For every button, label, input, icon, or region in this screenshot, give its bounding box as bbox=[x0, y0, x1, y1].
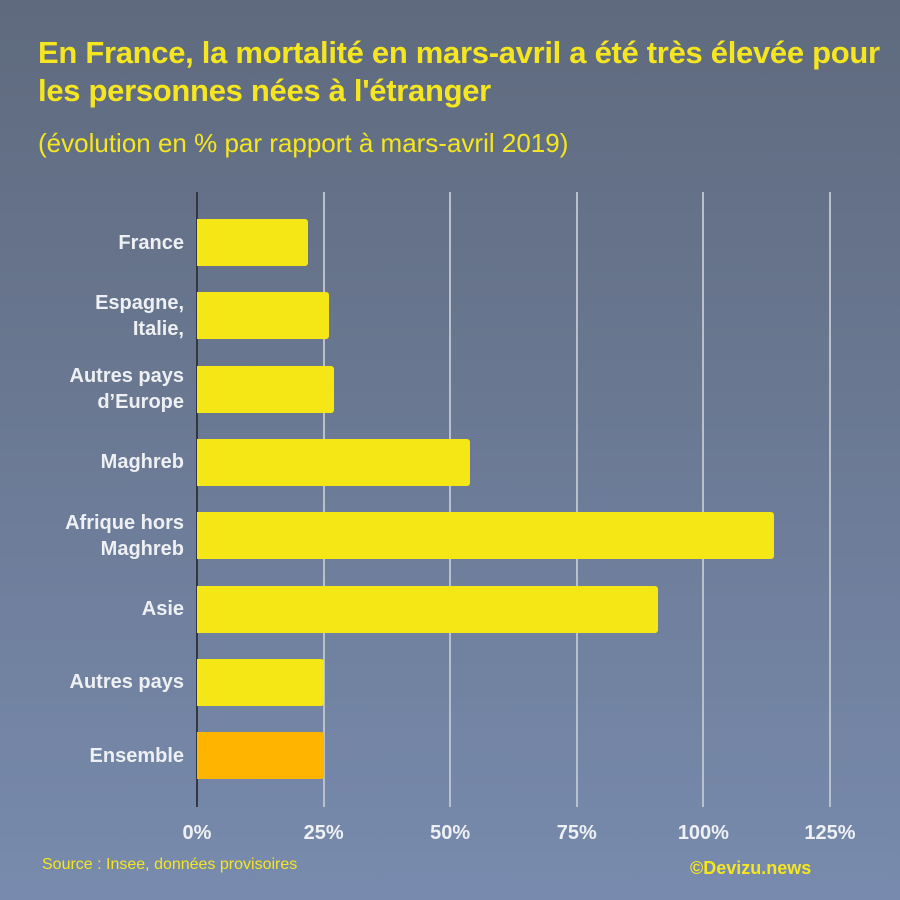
category-label: Asie bbox=[141, 598, 184, 620]
gridline bbox=[449, 192, 452, 807]
x-tick-label: 75% bbox=[556, 822, 597, 844]
plot-area bbox=[0, 192, 900, 807]
x-tick-label: 0% bbox=[182, 822, 212, 844]
x-tick-label: 25% bbox=[303, 822, 344, 844]
bar-autres-pays bbox=[197, 658, 324, 706]
y-axis-line bbox=[196, 192, 198, 807]
gridline bbox=[322, 192, 325, 807]
x-tick-label: 125% bbox=[804, 822, 856, 844]
chart-title: En France, la mortalité en mars-avril a … bbox=[38, 35, 880, 108]
bar-maghreb bbox=[197, 438, 471, 486]
category-label: France bbox=[118, 231, 184, 254]
credit-link[interactable]: ©Devizu.news bbox=[690, 858, 812, 878]
category-label: Autres pays bbox=[69, 671, 185, 694]
bar-ensemble bbox=[197, 732, 324, 780]
category-label: Afrique hors Maghreb bbox=[65, 511, 184, 560]
bar-espagne-italie bbox=[197, 292, 329, 340]
chart-subtitle: (évolution en % par rapport à mars-avril… bbox=[38, 128, 569, 158]
x-tick-label: 100% bbox=[677, 822, 729, 844]
bar-afrique-hors-maghreb bbox=[197, 512, 775, 560]
bar-france bbox=[197, 219, 309, 266]
source-note: Source : Insee, données provisoires bbox=[42, 856, 298, 873]
category-label: Autres pays d’Europe bbox=[69, 365, 185, 414]
gridline bbox=[829, 192, 831, 807]
category-label: Espagne, Italie, bbox=[95, 291, 184, 340]
category-label: Ensemble bbox=[89, 744, 184, 767]
bar-autres-pays-d-europe bbox=[197, 365, 334, 413]
gridline bbox=[575, 192, 578, 807]
category-label: Maghreb bbox=[100, 451, 184, 474]
bar-asie bbox=[197, 585, 658, 633]
gridline bbox=[702, 192, 705, 807]
x-tick-label: 50% bbox=[430, 822, 471, 844]
